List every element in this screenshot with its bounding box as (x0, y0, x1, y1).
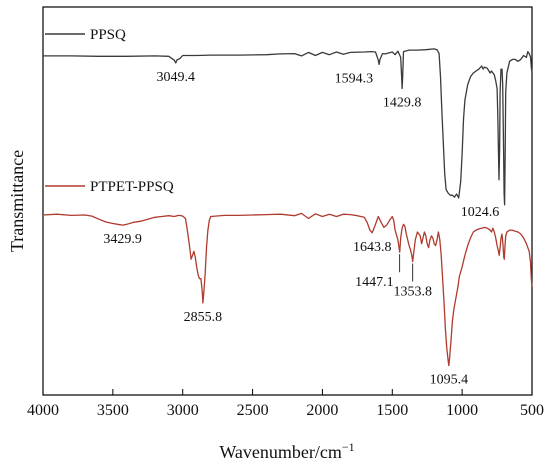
series-line-ppsq (43, 48, 533, 206)
peak-label: 3429.9 (103, 232, 142, 247)
legend-label-ppsq: PPSQ (90, 27, 126, 43)
x-tick-label: 1000 (446, 402, 478, 419)
peak-label: 3049.4 (157, 70, 196, 85)
peak-label: 1429.8 (383, 95, 422, 110)
peak-label: 1594.3 (335, 71, 374, 86)
peak-label: 2855.8 (184, 310, 223, 325)
legend: PPSQ PTPET-PPSQ (45, 27, 174, 195)
x-axis-title-text: Wavenumber/cm (219, 442, 342, 462)
x-tick-label: 2500 (237, 402, 269, 419)
x-tick-label: 3500 (97, 402, 129, 419)
x-tick-label: 3000 (167, 402, 199, 419)
y-axis-title: Transmittance (7, 150, 27, 252)
x-axis-title: Wavenumber/cm−1 (219, 440, 354, 462)
peak-label: 1643.8 (353, 240, 392, 255)
legend-label-ptpet-ppsq: PTPET-PPSQ (90, 179, 174, 195)
series-line-ptpet-ppsq (42, 212, 533, 367)
peak-label: 1024.6 (461, 205, 500, 220)
x-tick-label: 2000 (306, 402, 338, 419)
peak-label: 1353.8 (393, 285, 432, 300)
x-tick-label: 500 (520, 402, 544, 419)
peak-label: 1095.4 (430, 373, 469, 388)
peak-label: 1447.1 (355, 275, 394, 290)
x-tick-label: 4000 (27, 402, 59, 419)
peak-annotations: 3049.4 1594.3 1429.8 1024.6 3429.9 2855.8 1643… (103, 70, 499, 388)
x-tick-label: 1500 (376, 402, 408, 419)
x-axis-ticks: 4000 3500 3000 2500 2000 1500 1000 500 (27, 389, 544, 419)
series-layer (42, 48, 533, 367)
plot-frame (42, 6, 533, 396)
x-axis-title-superscript: −1 (342, 440, 355, 454)
